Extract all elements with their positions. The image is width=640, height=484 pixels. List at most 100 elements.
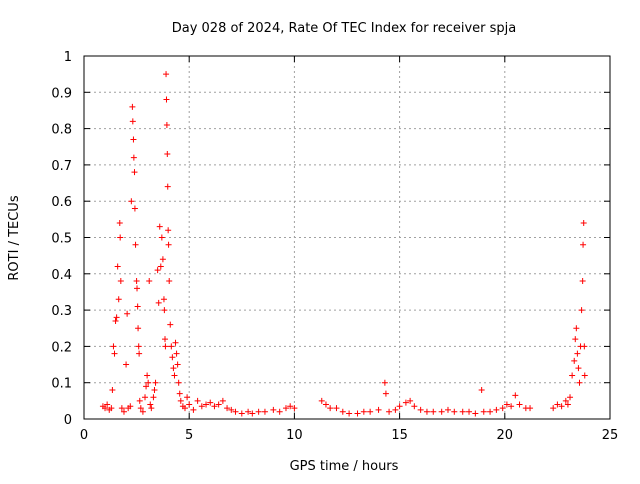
data-point bbox=[128, 198, 135, 205]
data-point bbox=[124, 310, 131, 317]
data-point bbox=[574, 350, 581, 357]
data-point bbox=[148, 405, 155, 412]
data-point bbox=[166, 278, 173, 285]
data-point bbox=[411, 403, 418, 410]
data-point bbox=[136, 350, 143, 357]
data-point bbox=[154, 267, 161, 274]
data-point bbox=[115, 296, 122, 303]
data-point bbox=[499, 405, 506, 412]
data-point bbox=[466, 408, 473, 415]
data-point bbox=[184, 394, 191, 401]
data-point bbox=[396, 403, 403, 410]
y-tick-label: 0.4 bbox=[51, 268, 72, 283]
data-point bbox=[144, 372, 151, 379]
data-point bbox=[576, 379, 583, 386]
data-point bbox=[150, 394, 157, 401]
data-point bbox=[346, 410, 353, 417]
y-tick-label: 0.8 bbox=[51, 123, 72, 138]
data-point bbox=[152, 379, 159, 386]
data-point bbox=[478, 386, 485, 393]
data-point bbox=[147, 401, 154, 408]
data-point bbox=[131, 169, 138, 176]
data-point bbox=[232, 408, 239, 415]
data-point bbox=[245, 408, 252, 415]
data-point bbox=[161, 307, 168, 314]
y-tick-label: 0.9 bbox=[51, 86, 72, 101]
data-point bbox=[360, 408, 367, 415]
data-point bbox=[146, 278, 153, 285]
data-point bbox=[151, 386, 158, 393]
x-tick-label: 20 bbox=[497, 428, 514, 443]
data-point bbox=[130, 154, 137, 161]
data-point bbox=[109, 386, 116, 393]
y-tick-label: 0 bbox=[64, 413, 72, 428]
data-point bbox=[558, 403, 565, 410]
y-tick-label: 0.5 bbox=[51, 232, 72, 247]
data-point bbox=[155, 299, 162, 306]
data-point bbox=[287, 403, 294, 410]
data-point bbox=[375, 406, 382, 413]
data-point bbox=[219, 397, 226, 404]
y-tick-label: 0.3 bbox=[51, 304, 72, 319]
data-point bbox=[118, 405, 125, 412]
data-point bbox=[438, 408, 445, 415]
data-point bbox=[169, 354, 176, 361]
data-point bbox=[322, 401, 329, 408]
data-point bbox=[276, 408, 283, 415]
data-point bbox=[112, 317, 119, 324]
data-point bbox=[381, 379, 388, 386]
data-point bbox=[392, 406, 399, 413]
data-point bbox=[564, 401, 571, 408]
data-point bbox=[113, 314, 120, 321]
data-point bbox=[580, 241, 587, 248]
data-point bbox=[110, 343, 117, 350]
axis-ticks: 0 5 10 15 20 25 0 0.1 0.2 0.3 0.4 0.5 0.6 0.7 0.8 0.9 1 bbox=[51, 50, 618, 443]
data-point bbox=[116, 219, 123, 226]
data-point bbox=[181, 405, 188, 412]
data-point bbox=[367, 408, 374, 415]
data-point bbox=[127, 403, 134, 410]
data-point bbox=[402, 399, 409, 406]
data-point bbox=[172, 339, 179, 346]
data-points bbox=[99, 71, 588, 417]
data-point bbox=[249, 410, 256, 417]
data-point bbox=[487, 408, 494, 415]
data-point bbox=[516, 401, 523, 408]
data-point bbox=[162, 343, 169, 350]
data-point bbox=[407, 397, 414, 404]
data-point bbox=[198, 403, 205, 410]
data-point bbox=[444, 406, 451, 413]
data-point bbox=[228, 406, 235, 413]
data-point bbox=[136, 397, 143, 404]
data-point bbox=[129, 118, 136, 125]
data-point bbox=[493, 406, 500, 413]
data-point bbox=[572, 336, 579, 343]
data-point bbox=[581, 343, 588, 350]
data-point bbox=[567, 394, 574, 401]
data-point bbox=[580, 219, 587, 226]
data-point bbox=[160, 296, 167, 303]
data-point bbox=[114, 263, 121, 270]
data-point bbox=[164, 151, 171, 158]
data-point bbox=[207, 399, 214, 406]
data-point bbox=[137, 405, 144, 412]
data-point bbox=[129, 103, 136, 110]
data-point bbox=[562, 397, 569, 404]
grid bbox=[84, 56, 610, 419]
data-point bbox=[158, 234, 165, 241]
y-axis-label: ROTI / TECUs bbox=[7, 195, 22, 280]
data-point bbox=[173, 350, 180, 357]
data-point bbox=[156, 223, 163, 230]
x-tick-label: 25 bbox=[602, 428, 619, 443]
data-point bbox=[117, 278, 124, 285]
data-point bbox=[134, 285, 141, 292]
data-point bbox=[176, 390, 183, 397]
data-point bbox=[133, 278, 140, 285]
data-point bbox=[134, 303, 141, 310]
data-point bbox=[451, 408, 458, 415]
y-tick-label: 0.1 bbox=[51, 377, 72, 392]
data-point bbox=[145, 379, 152, 386]
data-point bbox=[575, 365, 582, 372]
data-point bbox=[508, 403, 515, 410]
